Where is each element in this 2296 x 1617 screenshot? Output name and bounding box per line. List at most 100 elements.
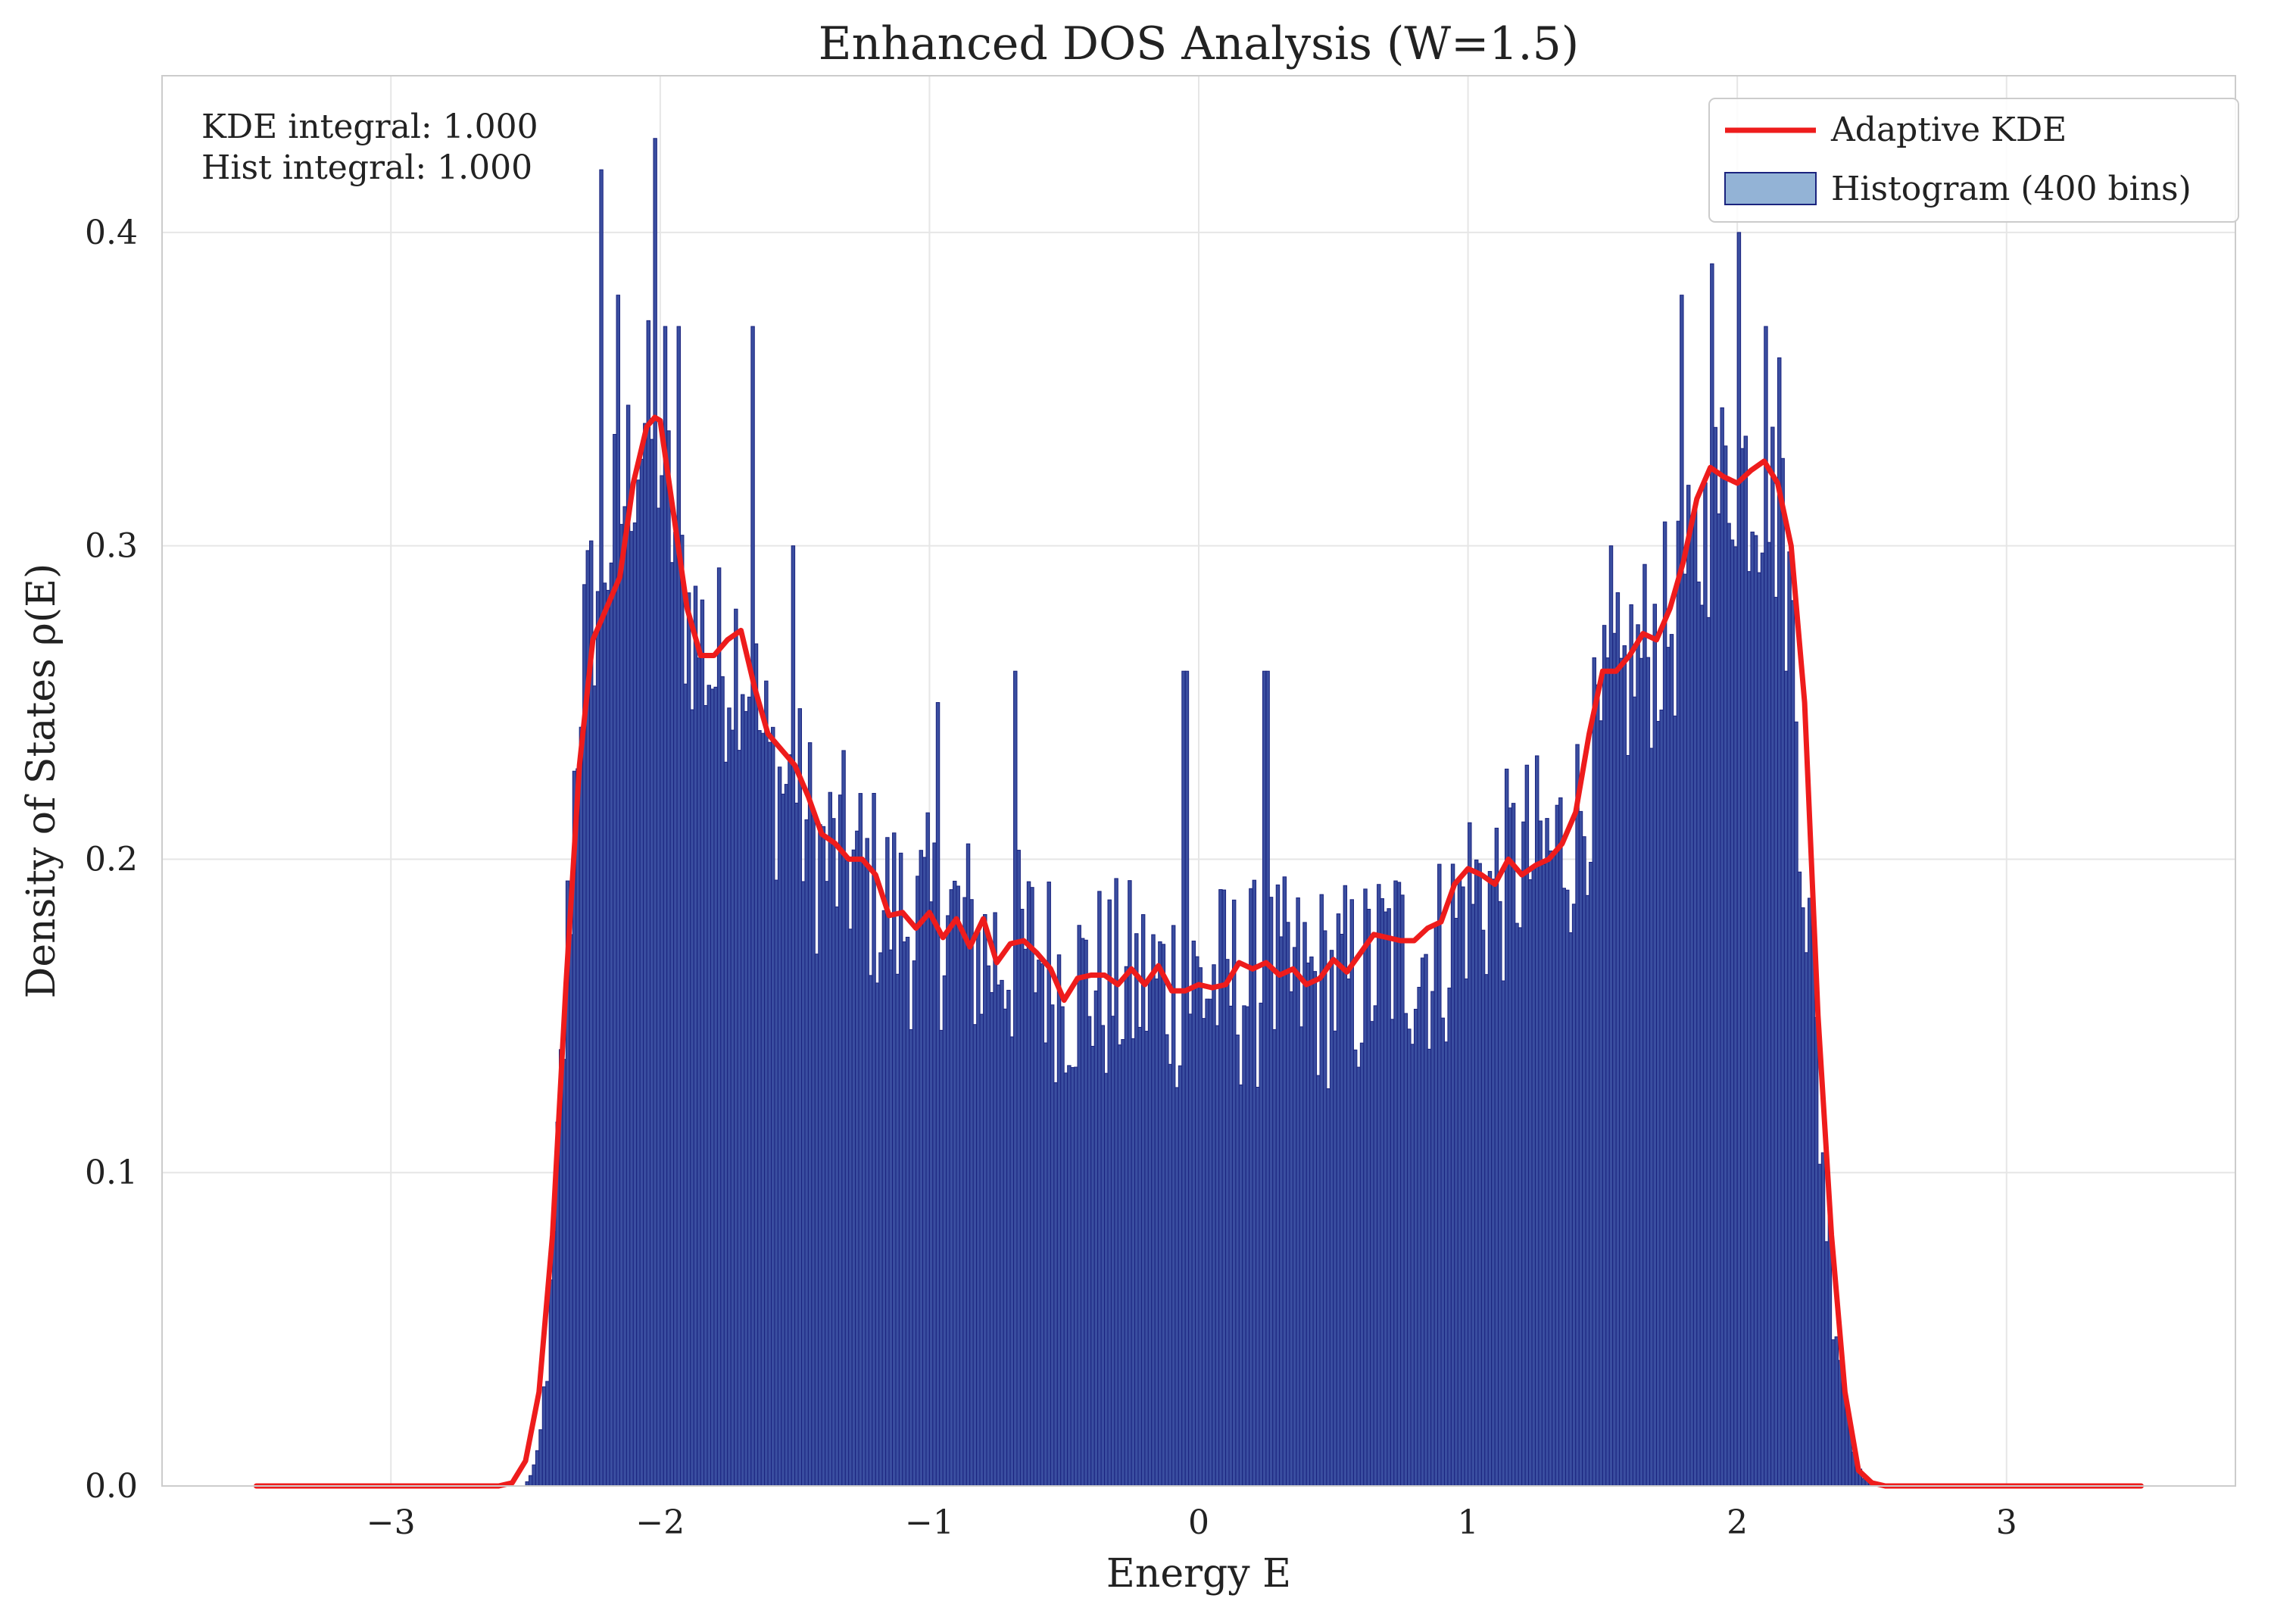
histogram-bar xyxy=(1706,617,1711,1487)
histogram-bar xyxy=(1245,1006,1250,1487)
histogram-bar xyxy=(1531,864,1536,1487)
histogram-bar xyxy=(1131,1038,1136,1487)
histogram-bar xyxy=(656,507,661,1487)
histogram-bar xyxy=(1727,523,1731,1487)
histogram-bar xyxy=(983,913,987,1487)
histogram-bar xyxy=(801,881,806,1487)
chart-title: Enhanced DOS Analysis (W=1.5) xyxy=(819,17,1579,70)
histogram-bar xyxy=(1366,908,1371,1487)
histogram-bar xyxy=(643,423,647,1487)
histogram-bar xyxy=(1124,966,1129,1487)
histogram-bar xyxy=(1689,515,1694,1487)
histogram-bar xyxy=(807,742,813,1487)
histogram-bar xyxy=(1608,545,1614,1487)
histogram-bar xyxy=(1137,1026,1142,1487)
histogram-bar xyxy=(1457,879,1462,1487)
histogram-bar xyxy=(693,585,698,1487)
histogram-bar xyxy=(1144,1031,1149,1487)
histogram-bar xyxy=(1191,940,1196,1487)
histogram-bar xyxy=(1548,851,1553,1487)
histogram-bar xyxy=(1753,535,1758,1487)
legend: Adaptive KDE Histogram (400 bins) xyxy=(1708,98,2239,223)
histogram-bar xyxy=(723,761,728,1487)
histogram-bar xyxy=(1692,506,1698,1487)
histogram-bar xyxy=(1037,960,1041,1487)
legend-box xyxy=(1708,98,2239,223)
histogram-bar xyxy=(686,592,691,1487)
histogram-bar xyxy=(1134,933,1139,1487)
histogram-bar xyxy=(919,850,924,1487)
histogram-bar xyxy=(1662,521,1667,1487)
histogram-bar xyxy=(710,688,715,1487)
histogram-bar xyxy=(1498,901,1502,1487)
histogram-bar xyxy=(1003,1008,1008,1487)
histogram-bar xyxy=(949,889,954,1487)
histogram-bar xyxy=(794,802,799,1487)
histogram-bar xyxy=(935,702,941,1487)
histogram-bar xyxy=(1188,1013,1193,1487)
histogram-bar xyxy=(838,794,843,1487)
histogram-bar xyxy=(912,960,917,1487)
histogram-bar xyxy=(744,710,748,1487)
x-tick-label: −1 xyxy=(905,1503,954,1542)
histogram-bar xyxy=(636,479,641,1487)
histogram-bar xyxy=(1352,1049,1358,1487)
histogram-bar xyxy=(1686,485,1691,1487)
histogram-bar xyxy=(1225,959,1230,1487)
histogram-bar xyxy=(1743,435,1749,1487)
plot-frame xyxy=(161,75,2236,1487)
histogram-bar xyxy=(1070,1067,1075,1487)
histogram-bar xyxy=(862,860,866,1487)
histogram-bar xyxy=(1026,881,1031,1487)
histogram-bar xyxy=(956,885,960,1487)
histogram-bar xyxy=(1359,1042,1365,1487)
histogram-bar xyxy=(1312,971,1318,1487)
histogram-bar xyxy=(1067,1065,1072,1487)
histogram-bar xyxy=(1747,571,1752,1487)
histogram-bar xyxy=(632,522,638,1487)
histogram-bar xyxy=(922,857,927,1487)
histogram-bar xyxy=(541,1386,547,1487)
histogram-bar xyxy=(1235,1035,1240,1487)
histogram-bar xyxy=(1770,426,1775,1487)
histogram-bar xyxy=(1599,720,1603,1487)
histogram-bar xyxy=(683,683,688,1487)
histogram-bar xyxy=(1787,551,1792,1487)
histogram-bar xyxy=(1016,850,1021,1487)
histogram-bar xyxy=(1256,1086,1260,1487)
histogram-bar xyxy=(1326,1088,1330,1487)
histogram-bar xyxy=(646,320,650,1487)
histogram-bar xyxy=(1820,1152,1826,1487)
histogram-bar xyxy=(1302,922,1307,1487)
histogram-bar xyxy=(1773,597,1779,1487)
histogram-bar xyxy=(1801,907,1805,1487)
histogram-bar xyxy=(579,726,584,1487)
histogram-bar xyxy=(1215,1025,1220,1487)
histogram-bar xyxy=(895,973,900,1487)
histogram-bar xyxy=(1084,939,1088,1487)
histogram-bar xyxy=(741,694,745,1487)
histogram-bar xyxy=(1087,1016,1092,1487)
histogram-bar xyxy=(788,754,792,1487)
histogram-bar xyxy=(777,766,782,1487)
histogram-bar xyxy=(528,1475,533,1487)
histogram-bar xyxy=(1733,546,1738,1487)
histogram-bar xyxy=(1373,1005,1378,1487)
histogram-bar xyxy=(1629,604,1633,1487)
histogram-bar xyxy=(1555,804,1560,1487)
histogram-bar xyxy=(1009,1036,1015,1487)
histogram-bar xyxy=(663,326,668,1487)
histogram-bar xyxy=(1063,1072,1068,1487)
histogram-bar xyxy=(753,643,759,1487)
histogram-bar xyxy=(1717,513,1721,1487)
histogram-bar xyxy=(737,750,742,1487)
histogram-bar xyxy=(1484,974,1489,1487)
histogram-bar xyxy=(1393,880,1398,1487)
histogram-bar xyxy=(1680,295,1684,1487)
histogram-bar xyxy=(818,824,822,1487)
histogram-bar xyxy=(909,1029,913,1487)
histogram-bar xyxy=(1589,861,1593,1487)
histogram-bar xyxy=(1831,1339,1836,1487)
histogram-bar xyxy=(1107,899,1112,1487)
histogram-bar xyxy=(1541,863,1546,1487)
